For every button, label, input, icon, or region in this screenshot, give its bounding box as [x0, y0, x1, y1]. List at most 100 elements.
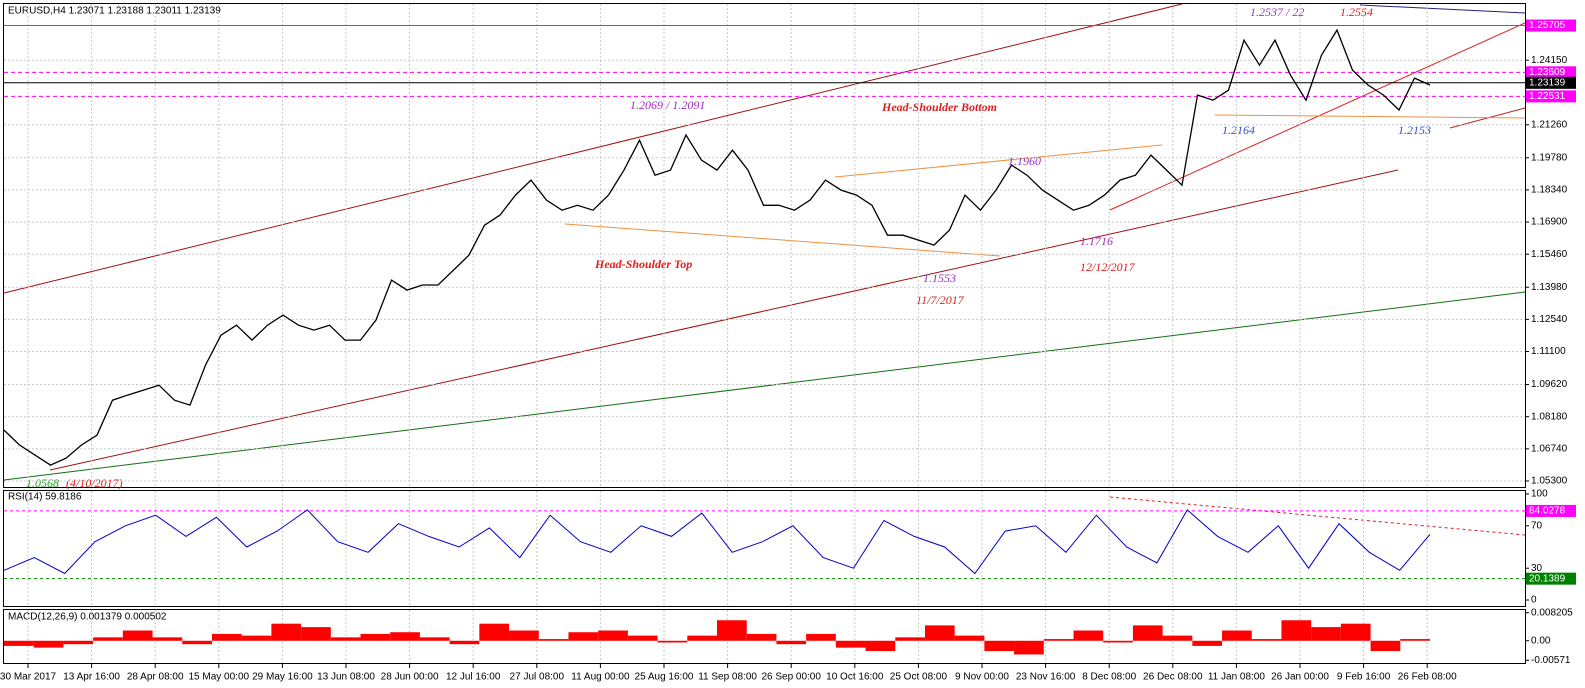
- macd-bar: [330, 637, 361, 641]
- x-tick-label: 13 Apr 16:00: [63, 672, 120, 683]
- macd-bar: [4, 640, 34, 646]
- main-frame: [3, 3, 1526, 488]
- annotation: 1.2537 / 22: [1250, 5, 1304, 19]
- macd-bar: [954, 635, 985, 641]
- level-label: 1.23609: [1529, 67, 1566, 78]
- resistance: [1359, 4, 1526, 14]
- x-tick-label: 11 Aug 00:00: [571, 672, 630, 683]
- x-tick-label: 27 Jul 08:00: [510, 672, 565, 683]
- y-tick-label: -0.00571: [1531, 655, 1571, 666]
- macd-bar: [717, 620, 747, 641]
- rsi-title: RSI(14) 59.8186: [8, 492, 82, 503]
- y-tick-label: 1.12540: [1531, 314, 1568, 325]
- level-label-bg: [1526, 76, 1576, 89]
- macd-bar: [1162, 635, 1193, 641]
- y-tick-label: 1.05300: [1531, 476, 1568, 487]
- x-tick-label: 26 Feb 08:00: [1398, 672, 1457, 683]
- macd-bar: [63, 640, 94, 645]
- macd-bar: [865, 640, 896, 652]
- macd-bar: [746, 633, 777, 641]
- panel-frames: [3, 3, 1526, 664]
- y-tick-label: 1.21260: [1531, 119, 1568, 130]
- macd-title: MACD(12,26,9) 0.001379 0.000502: [8, 612, 167, 623]
- macd-bar: [538, 639, 569, 641]
- x-tick-label: 11 Jan 08:00: [1208, 672, 1266, 683]
- level-label-bg: [1526, 19, 1576, 32]
- x-tick-label: 11 Sep 08:00: [698, 672, 757, 683]
- annotation: 1.2164: [1222, 123, 1255, 137]
- x-tick-label: 25 Aug 16:00: [635, 672, 694, 683]
- annotation: 1.1553: [923, 271, 956, 285]
- macd-bar: [657, 640, 688, 643]
- x-tick-label: 13 Jun 08:00: [317, 672, 375, 683]
- channel-top: [3, 3, 1183, 294]
- macd-bar: [449, 640, 480, 645]
- macd-bar: [271, 623, 302, 641]
- x-tick-label: 26 Sep 00:00: [761, 672, 821, 683]
- x-tick-label: 8 Dec 08:00: [1082, 672, 1136, 683]
- macd-bar: [598, 630, 628, 641]
- macd-frame: [3, 609, 1526, 664]
- macd-bar: [806, 633, 836, 641]
- annotation: Head-Shoulder Top: [594, 257, 692, 271]
- y-tick-label: 1.11100: [1531, 346, 1566, 357]
- y-tick-label: 70: [1531, 520, 1543, 531]
- macd-bar: [924, 625, 955, 641]
- y-tick-label: 1.08180: [1531, 411, 1568, 422]
- y-tick-label: 1.13980: [1531, 282, 1568, 293]
- hs-top-neck: [564, 223, 1001, 257]
- macd-bar: [1311, 627, 1341, 641]
- macd-bar: [1281, 620, 1312, 641]
- level-label: 84.0278: [1529, 506, 1566, 517]
- macd-bar: [33, 640, 64, 648]
- x-tick-label: 25 Oct 08:00: [890, 672, 948, 683]
- macd-bar: [1043, 639, 1074, 641]
- x-tick-label: 26 Dec 08:00: [1143, 672, 1203, 683]
- hs-bottom-neck: [834, 144, 1163, 178]
- macd-bar: [152, 637, 183, 641]
- y-tick-label: 30: [1531, 563, 1543, 574]
- annotation: 12/12/2017: [1080, 260, 1136, 274]
- macd-bar: [1251, 639, 1282, 641]
- rsi-frame: [3, 490, 1526, 607]
- macd-bar: [1132, 625, 1163, 641]
- y-tick-label: 1.16900: [1531, 217, 1568, 228]
- annotations: 1.2537 / 22 1.2554 1.2069 / 1.2091 Head-…: [26, 5, 1431, 490]
- x-tick-label: 28 Jun 00:00: [381, 672, 439, 683]
- macd-bar: [211, 633, 242, 641]
- annotation: 1.0568: [26, 476, 59, 490]
- support-line: [1109, 22, 1526, 211]
- price-line: [3, 28, 1431, 466]
- macd-bar: [1103, 640, 1133, 643]
- x-tick-label: 26 Jan 00:00: [1271, 672, 1329, 683]
- neckline: [1214, 114, 1526, 119]
- y-tick-label: 1.15460: [1531, 249, 1568, 260]
- level-label-bg: [1526, 572, 1576, 585]
- y-tick-label: 1.09620: [1531, 379, 1568, 390]
- annotation: 1.2153: [1398, 123, 1431, 137]
- macd-bar: [687, 635, 717, 641]
- macd-bar: [1400, 639, 1430, 641]
- macd-bar: [419, 637, 450, 641]
- y-tick-label: 1.19780: [1531, 152, 1568, 163]
- macd-bar: [182, 640, 212, 645]
- x-tick-label: 9 Feb 16:00: [1337, 672, 1391, 683]
- x-tick-label: 28 Apr 08:00: [127, 672, 184, 683]
- y-tick-label: 1.24150: [1531, 55, 1568, 66]
- macd-bar: [479, 623, 510, 641]
- macd-bar: [301, 627, 331, 641]
- x-tick-label: 23 Nov 16:00: [1016, 672, 1076, 683]
- x-tick-label: 15 May 00:00: [188, 672, 249, 683]
- macd-bar: [776, 640, 807, 645]
- x-tick-label: 29 May 16:00: [252, 672, 313, 683]
- macd-bar: [1222, 630, 1252, 641]
- channel-bottom: [49, 169, 1399, 471]
- level-label-bg: [1526, 66, 1576, 79]
- x-tick-label: 9 Nov 00:00: [955, 672, 1009, 683]
- macd-bar: [1192, 640, 1223, 646]
- macd-bar: [1014, 640, 1044, 655]
- x-tick-label: 12 Jul 16:00: [446, 672, 501, 683]
- x-tick-label: 30 Mar 2017: [0, 672, 57, 683]
- macd-bar: [568, 632, 599, 641]
